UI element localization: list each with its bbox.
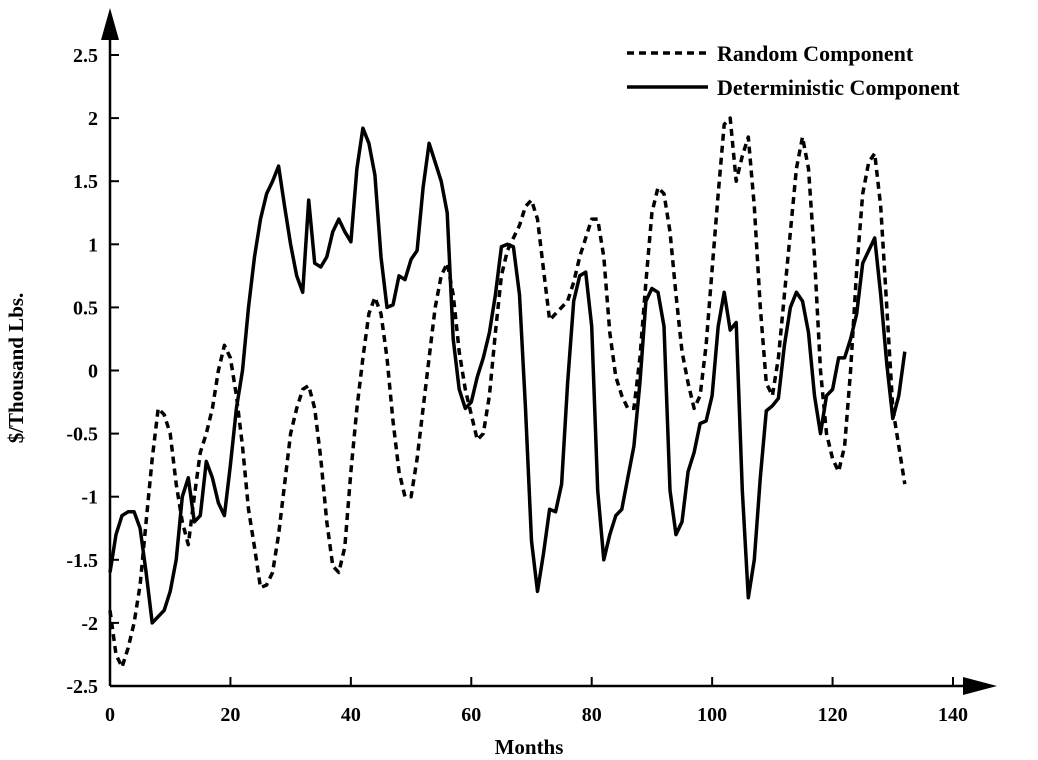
- y-tick-label: 2.5: [73, 45, 98, 67]
- x-tick-label: 120: [818, 704, 848, 726]
- legend-label-random: Random Component: [717, 41, 914, 66]
- y-tick-label: 1: [88, 234, 98, 256]
- axes: [101, 8, 997, 695]
- x-tick-label: 140: [938, 704, 968, 726]
- y-tick-label: -0.5: [66, 424, 98, 446]
- y-axis-arrowhead: [101, 8, 119, 40]
- x-axis-title: Months: [495, 735, 564, 759]
- y-tick-label: 0: [88, 361, 98, 383]
- legend: Random Component Deterministic Component: [627, 41, 960, 100]
- y-tick-label: -2.5: [66, 676, 98, 698]
- x-tick-label: 60: [461, 704, 481, 726]
- x-axis-arrowhead: [963, 677, 997, 695]
- y-tick-label: 2: [88, 108, 98, 130]
- random-component-line: [108, 116, 907, 669]
- x-tick-label: 100: [697, 704, 727, 726]
- x-tick-label: 20: [220, 704, 240, 726]
- axis-ticks: 0 20 40 60 80 100 120 140 2.5 2 1.5 1 0.5 0 -0.5 -1 -1.5…: [66, 45, 968, 726]
- x-tick-label: 80: [582, 704, 602, 726]
- x-tick-label: 0: [105, 704, 115, 726]
- y-tick-label: 1.5: [73, 171, 98, 193]
- legend-label-deterministic: Deterministic Component: [717, 75, 960, 100]
- y-tick-label: -1: [81, 487, 98, 509]
- plot-area: [108, 116, 907, 669]
- y-tick-label: -1.5: [66, 550, 98, 572]
- y-tick-label: -2: [81, 613, 98, 635]
- y-tick-label: 0.5: [73, 297, 98, 319]
- x-tick-label: 40: [341, 704, 361, 726]
- deterministic-component-line: [108, 126, 907, 625]
- y-axis-title: $/Thousand Lbs.: [4, 293, 28, 444]
